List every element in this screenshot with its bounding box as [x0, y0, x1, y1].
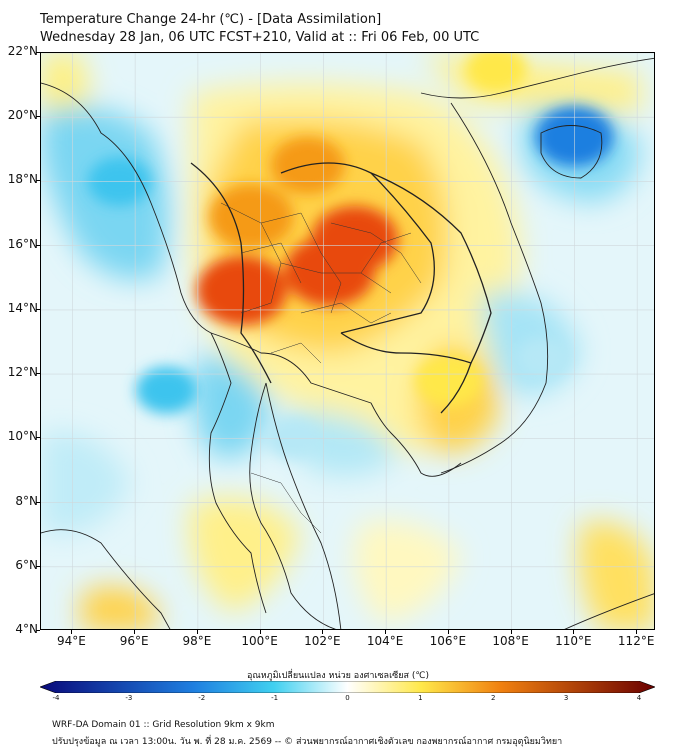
lat-label: 6°N — [15, 557, 38, 572]
thai-lao-border — [280, 162, 435, 334]
spot-south-china — [465, 53, 527, 93]
lat-tick — [36, 437, 40, 439]
lat-tick — [36, 308, 40, 310]
colorbar-tick-label: 4 — [636, 694, 642, 702]
myanmar-coastline — [41, 82, 267, 614]
spot-south-china-sea — [515, 336, 571, 380]
colorbar-tick-label: -2 — [198, 694, 206, 702]
spot-central-thailand-west — [196, 255, 288, 326]
lon-label: 94°E — [56, 634, 86, 648]
lon-tick — [259, 630, 261, 634]
lat-tick — [36, 630, 40, 631]
temperature-field-map — [41, 53, 654, 629]
graticule — [41, 53, 654, 629]
lat-label: 10°N — [7, 429, 38, 444]
lon-label: 104°E — [366, 634, 404, 648]
lat-label: 22°N — [7, 44, 38, 58]
lat-tick — [36, 244, 40, 246]
lat-label: 8°N — [15, 493, 38, 508]
lat-label: 16°N — [7, 236, 38, 251]
colorbar-tick-label: 0 — [345, 694, 350, 702]
lon-label: 100°E — [241, 634, 278, 648]
map-subtitle: Wednesday 28 Jan, 06 UTC FCST+210, Valid… — [40, 30, 480, 45]
lat-tick — [36, 180, 40, 182]
lon-tick — [385, 630, 387, 634]
colorbar-gradient — [40, 681, 655, 693]
lon-tick — [573, 630, 575, 634]
province-boundaries — [220, 202, 422, 534]
lao-vietnam-border — [370, 172, 492, 364]
lon-label: 112°E — [617, 634, 655, 648]
lat-tick — [36, 565, 40, 567]
colorbar-tick-label: -1 — [271, 694, 279, 702]
lon-label: 106°E — [429, 634, 467, 648]
colorbar-title: อุณหภูมิเปลี่ยนแปลง หน่วย องศาเซลเซียส (… — [246, 671, 430, 681]
colorbar-tick-label: 1 — [418, 694, 423, 702]
map-title: Temperature Change 24-hr (℃) - [Data Ass… — [40, 12, 382, 27]
lon-tick — [134, 630, 136, 634]
lat-tick — [36, 501, 40, 503]
thailand-gulf-coast — [210, 332, 462, 477]
country-outlines — [41, 57, 654, 629]
lat-label: 18°N — [7, 172, 38, 187]
lon-tick — [196, 630, 198, 634]
china-coast — [420, 57, 654, 99]
hainan-island — [540, 125, 603, 179]
lon-label: 96°E — [119, 634, 149, 648]
thai-myanmar-border — [190, 162, 272, 384]
spot-northeast-thailand — [311, 206, 398, 273]
lat-tick — [36, 116, 40, 118]
malay-east-coast — [265, 382, 342, 629]
sumatra-coast — [41, 529, 171, 629]
lon-tick — [636, 630, 638, 634]
lat-tick — [36, 52, 40, 53]
colorbar-tick-label: -4 — [52, 694, 60, 702]
lat-label: 4°N — [15, 622, 38, 636]
vietnam-coast — [440, 102, 549, 474]
lon-tick — [71, 630, 73, 634]
lat-label: 12°N — [7, 365, 38, 380]
lon-label: 110°E — [555, 634, 592, 648]
lon-tick — [510, 630, 512, 634]
copyright-line: ปรับปรุงข้อมูล ณ เวลา 13:00น. วัน พ. ที่… — [52, 737, 563, 747]
lon-label: 102°E — [304, 634, 341, 648]
lat-label: 20°N — [7, 108, 38, 123]
colorbar-tick-label: -3 — [125, 694, 133, 702]
lon-label: 108°E — [492, 634, 529, 648]
malay-peninsula — [249, 382, 337, 629]
model-info: WRF-DA Domain 01 :: Grid Resolution 9km … — [52, 720, 275, 730]
lat-tick — [36, 373, 40, 375]
spot-andaman-sea — [135, 366, 198, 414]
lat-label: 14°N — [7, 300, 38, 315]
colorbar — [40, 681, 655, 693]
map-panel — [40, 52, 655, 630]
colorbar-tick-label: 3 — [563, 694, 569, 702]
cambodia-border — [340, 332, 472, 414]
lon-tick — [322, 630, 324, 634]
borneo-coast — [564, 593, 654, 629]
spot-northern-thailand — [209, 184, 294, 250]
lon-label: 98°E — [182, 634, 212, 648]
lon-tick — [447, 630, 449, 634]
colorbar-tick-label: 2 — [491, 694, 496, 702]
